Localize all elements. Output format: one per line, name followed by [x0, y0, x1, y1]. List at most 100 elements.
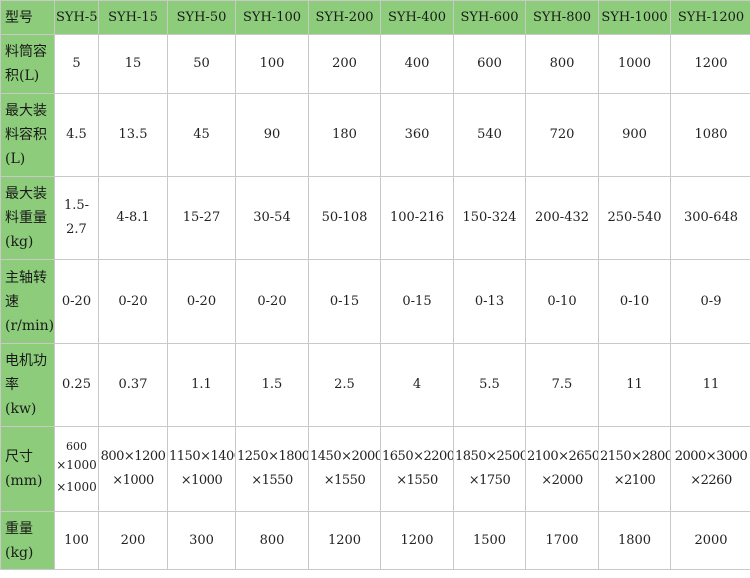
table-cell: 360	[380, 93, 454, 177]
size-cell-part: 600	[66, 440, 87, 453]
header-cell: SYH-1000	[598, 0, 671, 35]
row-label: 料筒容 积(L)	[0, 34, 55, 94]
table-cell: 1.5	[235, 343, 309, 427]
row-label: 重量 (kg)	[0, 511, 55, 570]
table-cell: 0-9	[670, 259, 750, 344]
table-cell: 800×1200 ×1000	[98, 426, 168, 512]
table-cell: 600 ×1000 ×1000	[54, 426, 99, 512]
table-cell: 5	[54, 34, 99, 94]
table-cell: 7.5	[525, 343, 599, 427]
table-cell: 11	[598, 343, 671, 427]
table-cell: 0-15	[380, 259, 454, 344]
table-cell: 15	[98, 34, 168, 94]
table-cell: 4-8.1	[98, 176, 168, 260]
table-cell: 1700	[525, 511, 599, 570]
row-label: 尺寸 (mm)	[0, 426, 55, 512]
table-cell: 2.5	[308, 343, 381, 427]
table-cell: 5.5	[453, 343, 526, 427]
table-cell: 50-108	[308, 176, 381, 260]
size-cell-part: ×1000	[56, 480, 97, 494]
table-cell: 1200	[670, 34, 750, 94]
table-cell: 180	[308, 93, 381, 177]
table-row: 最大装 料容积 (L) 4.5 13.5 45 90 180 360 540 7…	[0, 93, 750, 177]
header-cell: SYH-1200	[670, 0, 750, 35]
table-cell: 0-15	[308, 259, 381, 344]
table-cell: 1650×2200 ×1550	[380, 426, 454, 512]
table-cell: 50	[167, 34, 236, 94]
table-cell: 4.5	[54, 93, 99, 177]
table-cell: 540	[453, 93, 526, 177]
table-cell: 1250×1800 ×1550	[235, 426, 309, 512]
size-cell-part: ×1000	[56, 458, 97, 472]
table-cell: 0.25	[54, 343, 99, 427]
table-row: 主轴转 速 (r/min) 0-20 0-20 0-20 0-20 0-15 0…	[0, 259, 750, 344]
table-cell: 2150×2800 ×2100	[598, 426, 671, 512]
table-cell: 800	[525, 34, 599, 94]
table-row: 重量 (kg) 100 200 300 800 1200 1200 1500 1…	[0, 511, 750, 570]
table-cell: 100	[54, 511, 99, 570]
table-cell: 0-10	[598, 259, 671, 344]
row-label: 最大装 料容积 (L)	[0, 93, 55, 177]
table-cell: 150-324	[453, 176, 526, 260]
table-cell: 900	[598, 93, 671, 177]
table-cell: 1850×2500 ×1750	[453, 426, 526, 512]
header-cell: SYH-200	[308, 0, 381, 35]
table-cell: 200	[308, 34, 381, 94]
table-cell: 2100×2650 ×2000	[525, 426, 599, 512]
header-cell: SYH-15	[98, 0, 168, 35]
table-row: 尺寸 (mm) 600 ×1000 ×1000 800×1200 ×1000 1…	[0, 426, 750, 512]
table-cell: 0-20	[98, 259, 168, 344]
header-cell: SYH-100	[235, 0, 309, 35]
table-cell: 0-10	[525, 259, 599, 344]
row-label: 最大装 料重量 (kg)	[0, 176, 55, 260]
table-cell: 100-216	[380, 176, 454, 260]
row-label: 主轴转 速 (r/min)	[0, 259, 55, 344]
table-row: 电机功 率 (kw) 0.25 0.37 1.1 1.5 2.5 4 5.5 7…	[0, 343, 750, 427]
table-row: 最大装 料重量 (kg) 1.5- 2.7 4-8.1 15-27 30-54 …	[0, 176, 750, 260]
table-cell: 1000	[598, 34, 671, 94]
table-cell: 0-13	[453, 259, 526, 344]
table-cell: 300-648	[670, 176, 750, 260]
header-cell: SYH-600	[453, 0, 526, 35]
table-cell: 1450×2000 ×1550	[308, 426, 381, 512]
table-cell: 800	[235, 511, 309, 570]
table-cell: 300	[167, 511, 236, 570]
table-cell: 0-20	[54, 259, 99, 344]
header-cell: SYH-800	[525, 0, 599, 35]
header-cell: SYH-50	[167, 0, 236, 35]
table-cell: 1150×1400 ×1000	[167, 426, 236, 512]
table-cell: 200	[98, 511, 168, 570]
table-cell: 1500	[453, 511, 526, 570]
table-cell: 1200	[308, 511, 381, 570]
table-cell: 30-54	[235, 176, 309, 260]
table-cell: 11	[670, 343, 750, 427]
table-cell: 1080	[670, 93, 750, 177]
header-row: 型号 SYH-5 SYH-15 SYH-50 SYH-100 SYH-200 S…	[0, 0, 750, 35]
table-cell: 100	[235, 34, 309, 94]
table-cell: 0-20	[167, 259, 236, 344]
table-cell: 4	[380, 343, 454, 427]
table-cell: 400	[380, 34, 454, 94]
table-cell: 200-432	[525, 176, 599, 260]
table-cell: 2000×3000 ×2260	[670, 426, 750, 512]
table-cell: 0.37	[98, 343, 168, 427]
table-cell: 1200	[380, 511, 454, 570]
table-cell: 1.1	[167, 343, 236, 427]
table-cell: 13.5	[98, 93, 168, 177]
table-cell: 720	[525, 93, 599, 177]
table-cell: 90	[235, 93, 309, 177]
table-cell: 250-540	[598, 176, 671, 260]
header-cell: SYH-400	[380, 0, 454, 35]
header-cell-model: 型号	[0, 0, 55, 35]
table-row: 料筒容 积(L) 5 15 50 100 200 400 600 800 100…	[0, 34, 750, 94]
table-cell: 1800	[598, 511, 671, 570]
table-cell: 2000	[670, 511, 750, 570]
table-cell: 1.5- 2.7	[54, 176, 99, 260]
table-cell: 45	[167, 93, 236, 177]
table-cell: 15-27	[167, 176, 236, 260]
row-label: 电机功 率 (kw)	[0, 343, 55, 427]
header-cell: SYH-5	[54, 0, 99, 35]
table-cell: 0-20	[235, 259, 309, 344]
table-cell: 600	[453, 34, 526, 94]
